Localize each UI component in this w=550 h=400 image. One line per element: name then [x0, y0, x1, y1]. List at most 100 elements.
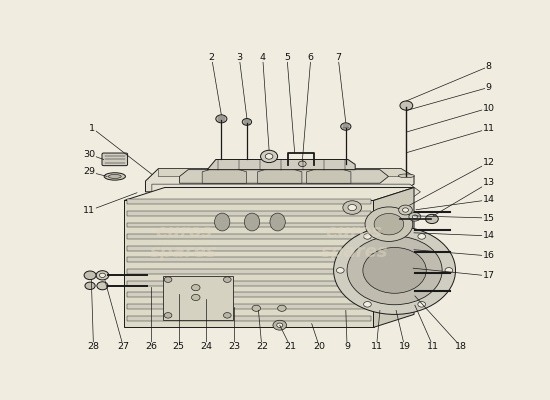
Circle shape: [337, 268, 344, 273]
Circle shape: [164, 277, 172, 282]
Polygon shape: [163, 276, 233, 320]
Text: 25: 25: [173, 342, 185, 351]
Polygon shape: [126, 304, 371, 309]
Text: 21: 21: [284, 342, 296, 351]
Circle shape: [299, 161, 306, 166]
Circle shape: [273, 320, 287, 330]
Circle shape: [418, 302, 426, 307]
Text: 11: 11: [482, 124, 494, 133]
Circle shape: [97, 282, 108, 290]
Ellipse shape: [104, 173, 125, 180]
Text: 26: 26: [145, 342, 157, 351]
Ellipse shape: [398, 174, 415, 178]
Text: 8: 8: [486, 62, 492, 71]
Circle shape: [85, 282, 95, 290]
Circle shape: [277, 323, 283, 327]
Circle shape: [252, 305, 261, 311]
Circle shape: [100, 273, 106, 278]
Circle shape: [364, 302, 371, 307]
Circle shape: [261, 150, 278, 162]
Text: 24: 24: [200, 342, 212, 351]
Polygon shape: [158, 169, 414, 176]
Circle shape: [265, 154, 273, 159]
Circle shape: [364, 234, 371, 239]
Polygon shape: [145, 169, 414, 192]
Text: 16: 16: [482, 252, 494, 260]
Text: 15: 15: [482, 214, 494, 222]
Circle shape: [84, 271, 96, 280]
Circle shape: [343, 201, 361, 214]
Polygon shape: [124, 188, 414, 200]
Text: 23: 23: [228, 342, 240, 351]
Text: 14: 14: [482, 231, 494, 240]
Polygon shape: [202, 169, 246, 183]
Ellipse shape: [214, 213, 230, 231]
Circle shape: [164, 312, 172, 318]
Polygon shape: [126, 222, 371, 228]
Text: 30: 30: [83, 150, 95, 159]
Circle shape: [278, 305, 286, 311]
Circle shape: [374, 214, 404, 235]
Circle shape: [418, 234, 426, 239]
Text: 7: 7: [335, 53, 341, 62]
Ellipse shape: [108, 174, 121, 178]
Polygon shape: [152, 184, 420, 200]
Text: 9: 9: [486, 83, 492, 92]
Circle shape: [347, 236, 442, 305]
Text: 28: 28: [87, 342, 100, 351]
Text: 12: 12: [482, 158, 494, 167]
Text: 17: 17: [482, 272, 494, 280]
Circle shape: [399, 205, 412, 215]
Ellipse shape: [270, 213, 285, 231]
FancyBboxPatch shape: [102, 153, 128, 166]
Polygon shape: [126, 316, 371, 320]
Text: 6: 6: [308, 53, 314, 62]
Circle shape: [191, 284, 200, 291]
Polygon shape: [207, 160, 355, 170]
Circle shape: [445, 268, 453, 273]
Text: 19: 19: [399, 342, 411, 351]
Polygon shape: [126, 281, 371, 286]
Polygon shape: [124, 200, 373, 327]
Text: 10: 10: [482, 104, 494, 112]
Text: 11: 11: [371, 342, 382, 351]
Circle shape: [365, 207, 413, 242]
Polygon shape: [373, 188, 414, 327]
Circle shape: [216, 115, 227, 123]
Text: 18: 18: [455, 342, 467, 351]
Text: 9: 9: [344, 342, 350, 351]
Circle shape: [363, 248, 426, 293]
Polygon shape: [126, 199, 371, 204]
Circle shape: [334, 226, 455, 314]
Text: 5: 5: [284, 53, 290, 62]
Text: 1: 1: [89, 124, 95, 132]
Text: 27: 27: [117, 342, 129, 351]
Circle shape: [426, 214, 438, 224]
Text: 2: 2: [208, 53, 214, 62]
Text: euros
spares: euros spares: [321, 223, 388, 262]
Circle shape: [223, 312, 231, 318]
Polygon shape: [179, 170, 388, 183]
Polygon shape: [126, 246, 371, 251]
Text: 29: 29: [83, 167, 95, 176]
Circle shape: [191, 294, 200, 300]
Circle shape: [348, 204, 356, 211]
Text: 4: 4: [260, 53, 266, 62]
Text: 13: 13: [482, 178, 494, 188]
Circle shape: [223, 277, 231, 282]
Polygon shape: [257, 169, 302, 183]
Text: 20: 20: [314, 342, 326, 351]
Circle shape: [96, 271, 109, 280]
Polygon shape: [126, 234, 371, 239]
Text: 11: 11: [427, 342, 439, 351]
Circle shape: [403, 208, 409, 212]
Ellipse shape: [244, 213, 260, 231]
Polygon shape: [126, 269, 371, 274]
Text: 11: 11: [83, 206, 95, 215]
Polygon shape: [126, 258, 371, 262]
Polygon shape: [126, 211, 371, 216]
Text: 14: 14: [482, 195, 494, 204]
Circle shape: [400, 101, 412, 110]
Circle shape: [242, 118, 251, 125]
Text: 3: 3: [236, 53, 243, 62]
